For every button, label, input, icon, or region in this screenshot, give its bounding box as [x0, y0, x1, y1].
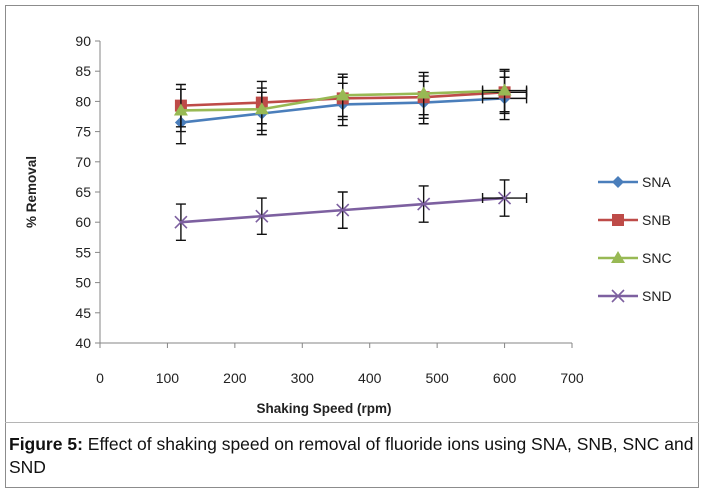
y-tick-label: 90 — [75, 33, 91, 49]
data-point-snc — [173, 103, 188, 116]
y-tick-label: 40 — [75, 335, 91, 351]
x-tick-label: 300 — [291, 370, 315, 386]
data-point-snd — [255, 209, 269, 223]
y-tick-label: 70 — [75, 154, 91, 170]
x-tick-label: 100 — [156, 370, 180, 386]
data-point-snd — [498, 191, 512, 205]
caption-divider — [5, 422, 699, 423]
legend-label-snc: SNC — [642, 250, 672, 266]
y-tick-label: 50 — [75, 275, 91, 291]
x-tick-label: 700 — [560, 370, 584, 386]
shaking-speed-chart: 40 45 50 55 60 65 70 75 80 85 90 0 100 200 300 400 500 60… — [24, 33, 672, 416]
legend-label-sna: SNA — [642, 174, 671, 190]
caption-label: Figure 5: — [9, 434, 83, 454]
data-point-snd — [174, 215, 188, 229]
y-tick-label: 75 — [75, 124, 91, 140]
caption-text: Effect of shaking speed on removal of fl… — [9, 434, 694, 477]
y-tick-label: 45 — [75, 305, 91, 321]
x-tick-label: 400 — [358, 370, 382, 386]
x-axis-title: Shaking Speed (rpm) — [256, 401, 391, 416]
data-point-snc — [335, 88, 350, 101]
figure-frame — [5, 5, 699, 488]
x-tick-label: 200 — [223, 370, 247, 386]
y-tick-label: 80 — [75, 93, 91, 109]
data-point-snc — [254, 102, 269, 115]
legend-marker-snb — [612, 214, 624, 226]
legend-marker-snc — [611, 251, 625, 263]
x-tick-label: 0 — [96, 370, 104, 386]
y-tick-label: 85 — [75, 63, 91, 79]
legend-marker-snd — [611, 289, 625, 303]
y-tick-label: 55 — [75, 244, 91, 260]
x-tick-label: 600 — [493, 370, 517, 386]
legend-marker-sna — [612, 176, 624, 188]
legend-label-snb: SNB — [642, 212, 671, 228]
figure-caption: Figure 5: Effect of shaking speed on rem… — [9, 433, 695, 479]
y-axis-title: % Removal — [24, 156, 39, 228]
data-point-snc — [416, 86, 431, 99]
data-point-snc — [497, 83, 512, 96]
data-point-snd — [336, 203, 350, 217]
y-tick-label: 65 — [75, 184, 91, 200]
x-tick-label: 500 — [425, 370, 449, 386]
data-point-snd — [417, 197, 431, 211]
legend-label-snd: SND — [642, 288, 672, 304]
y-tick-label: 60 — [75, 214, 91, 230]
